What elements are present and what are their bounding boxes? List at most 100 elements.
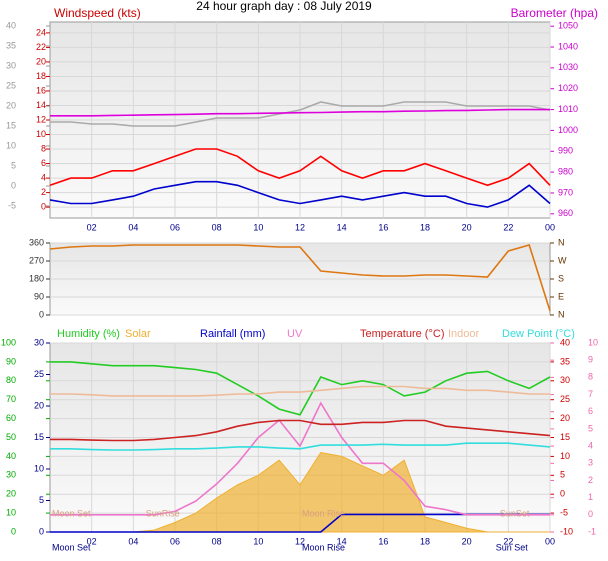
- y-tick-label: 40: [6, 451, 16, 461]
- event-label: Sun Set: [496, 542, 529, 552]
- legend-entry: Humidity (%): [57, 328, 120, 340]
- line: [50, 108, 550, 117]
- x-tick-label: 06: [170, 222, 180, 232]
- y-tick-label: 5: [11, 160, 16, 170]
- legend-entry: Dew Point (°C): [502, 328, 575, 340]
- y-tick-label: 10: [560, 451, 570, 461]
- line: [50, 401, 550, 516]
- y-tick-label: -1: [588, 526, 596, 536]
- event-label: Moon Set: [52, 542, 91, 552]
- y-tick-label: 6: [588, 406, 593, 416]
- y-tick-label: 14: [36, 100, 46, 110]
- y-tick-label: E: [558, 291, 564, 301]
- y-tick-label: 10: [34, 463, 44, 473]
- y-tick-label: N: [558, 237, 565, 247]
- x-tick-label: 12: [295, 222, 305, 232]
- y-tick-label: 4: [41, 172, 46, 182]
- y-tick-label: 20: [36, 56, 46, 66]
- line: [50, 361, 551, 416]
- x-tick-label: 20: [462, 536, 472, 546]
- y-tick-label: 8: [588, 372, 593, 382]
- y-tick-label: 0: [11, 526, 16, 536]
- legend-entry: UV: [287, 328, 303, 340]
- y-tick-label: 7: [588, 389, 593, 399]
- y-tick-label: 25: [6, 80, 16, 90]
- y-tick-label: 1040: [558, 41, 578, 51]
- x-tick-label: 04: [128, 222, 138, 232]
- y-tick-label: 970: [558, 187, 573, 197]
- y-tick-label: 0: [39, 309, 44, 319]
- y-tick-label: 15: [6, 120, 16, 130]
- y-tick-label: 1000: [558, 125, 578, 135]
- y-tick-label: 5: [588, 423, 593, 433]
- y-tick-label: 0: [11, 180, 16, 190]
- y-tick-label: 100: [1, 337, 16, 347]
- y-tick-label: 90: [34, 291, 44, 301]
- y-tick-label: 50: [6, 432, 16, 442]
- x-tick-label: 14: [337, 222, 347, 232]
- y-tick-label: -5: [8, 200, 16, 210]
- x-tick-label: 20: [462, 222, 472, 232]
- x-tick-label: 16: [378, 536, 388, 546]
- y-tick-label: S: [558, 273, 564, 283]
- y-tick-label: 25: [560, 394, 570, 404]
- y-tick-label: 9: [588, 355, 593, 365]
- y-tick-label: -5: [560, 507, 568, 517]
- x-tick-label: 02: [87, 536, 97, 546]
- x-tick-label: 22: [503, 536, 513, 546]
- y-tick-label: 0: [588, 509, 593, 519]
- y-tick-label: 5: [39, 495, 44, 505]
- x-tick-label: 06: [170, 536, 180, 546]
- y-tick-label: 30: [6, 60, 16, 70]
- y-axis-title: Windspeed (kts): [54, 6, 141, 20]
- y-tick-label: 40: [560, 337, 570, 347]
- annotation: SunSet: [500, 508, 530, 518]
- y-tick-label: 2: [588, 475, 593, 485]
- y-tick-label: -10: [560, 526, 573, 536]
- y-tick-label: 960: [558, 208, 573, 218]
- y-tick-label: 360: [29, 237, 44, 247]
- y-tick-label: 10: [588, 337, 598, 347]
- legend-entry: Temperature (°C): [360, 328, 444, 340]
- x-tick-label: 10: [253, 222, 263, 232]
- y-tick-label: 30: [6, 470, 16, 480]
- y-tick-label: 12: [36, 114, 46, 124]
- y-tick-label: 10: [6, 507, 16, 517]
- y-tick-label: 1010: [558, 104, 578, 114]
- x-tick-label: 16: [378, 222, 388, 232]
- y-tick-label: 4: [588, 440, 593, 450]
- y-tick-label: 1030: [558, 62, 578, 72]
- y-tick-label: 0: [560, 489, 565, 499]
- y-tick-label: 270: [29, 255, 44, 265]
- y-tick-label: 1020: [558, 83, 578, 93]
- x-tick-label: 18: [420, 536, 430, 546]
- y-tick-label: 16: [36, 85, 46, 95]
- y-tick-label: 60: [6, 413, 16, 423]
- y2-axis-title: Barometer (hpa): [511, 6, 598, 20]
- x-tick-label: 10: [253, 536, 263, 546]
- y-tick-label: 22: [36, 42, 46, 52]
- y-tick-label: 0: [39, 526, 44, 536]
- x-tick-label: 12: [295, 536, 305, 546]
- y-tick-label: 0: [41, 201, 46, 211]
- y-tick-label: 30: [34, 337, 44, 347]
- y-tick-label: 35: [6, 40, 16, 50]
- annotation: SunRise: [146, 508, 180, 518]
- legend-entry: Rainfall (mm): [200, 328, 265, 340]
- annotation: Moon Set: [52, 508, 91, 518]
- y-tick-label: 2: [41, 187, 46, 197]
- line: [50, 442, 551, 451]
- y-tick-label: 20: [6, 100, 16, 110]
- y-tick-label: 3: [588, 458, 593, 468]
- y-tick-label: 90: [6, 356, 16, 366]
- y-tick-label: 20: [560, 413, 570, 423]
- event-label: Moon Rise: [302, 542, 345, 552]
- y-tick-label: 5: [560, 470, 565, 480]
- x-tick-label: 18: [420, 222, 430, 232]
- x-tick-label: 14: [337, 536, 347, 546]
- x-tick-label: 22: [503, 222, 513, 232]
- y-tick-label: 24: [36, 27, 46, 37]
- legend-entry: Indoor: [448, 328, 480, 340]
- y-tick-label: 1050: [558, 21, 578, 31]
